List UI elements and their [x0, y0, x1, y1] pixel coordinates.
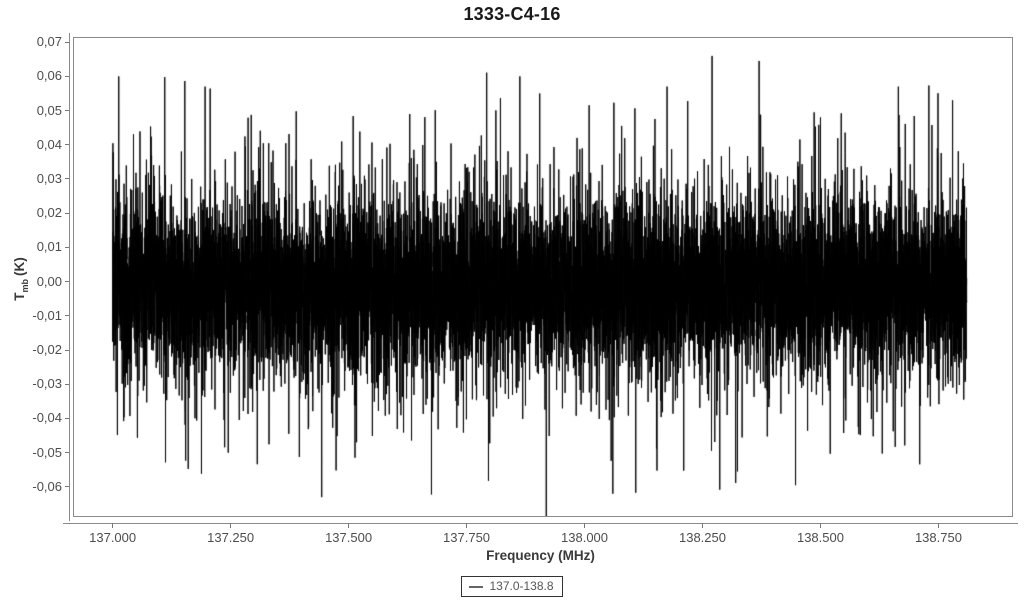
- x-tick-label: 137.750: [443, 530, 491, 545]
- y-tick-mark: [65, 349, 69, 351]
- x-tick-label: 138.000: [561, 530, 609, 545]
- y-tick-mark: [65, 110, 69, 112]
- y-axis-title-symbol: T: [12, 292, 28, 301]
- y-tick-mark: [65, 383, 69, 385]
- chart-title: 1333-C4-16: [463, 4, 561, 24]
- y-tick-label: -0,04: [32, 410, 62, 426]
- y-axis-title-unit: (K): [12, 257, 28, 276]
- y-tick-label: 0,01: [36, 239, 62, 255]
- legend-line-sample: [469, 585, 484, 588]
- y-tick-mark: [65, 281, 69, 283]
- x-tick-mark: [819, 523, 821, 528]
- y-tick-mark: [65, 212, 69, 214]
- x-axis-title: Frequency (MHz): [486, 548, 595, 563]
- x-tick-mark: [937, 523, 939, 528]
- x-tick-label: 138.250: [678, 530, 726, 545]
- x-axis-line: [63, 523, 1018, 524]
- legend: 137.0-138.8: [0, 576, 1024, 597]
- x-tick-mark: [466, 523, 468, 528]
- y-tick-label: -0,03: [32, 376, 62, 392]
- y-tick-label: 0,00: [36, 273, 62, 289]
- y-tick-mark: [65, 486, 69, 488]
- y-tick-label: 0,07: [36, 34, 62, 50]
- y-tick-label: 0,03: [36, 170, 62, 186]
- x-tick-mark: [584, 523, 586, 528]
- y-tick-label: -0,01: [32, 307, 62, 323]
- legend-box: 137.0-138.8: [461, 576, 563, 597]
- y-tick-mark: [65, 417, 69, 419]
- legend-label: 137.0-138.8: [489, 579, 554, 593]
- y-tick-mark: [65, 452, 69, 454]
- x-tick-label: 138.750: [914, 530, 962, 545]
- y-axis-line: [69, 33, 70, 521]
- y-tick-mark: [65, 41, 69, 43]
- x-tick-label: 137.500: [325, 530, 373, 545]
- y-tick-mark: [65, 144, 69, 146]
- y-tick-mark: [65, 315, 69, 317]
- y-tick-label: 0,06: [36, 68, 62, 84]
- y-tick-label: 0,02: [36, 205, 62, 221]
- x-tick-mark: [701, 523, 703, 528]
- y-tick-label: -0,05: [32, 444, 62, 460]
- y-tick-label: 0,05: [36, 102, 62, 118]
- y-tick-mark: [65, 246, 69, 248]
- x-tick-mark: [230, 523, 232, 528]
- signal-trace-canvas: [74, 38, 1012, 516]
- y-tick-label: -0,06: [32, 478, 62, 494]
- x-tick-mark: [348, 523, 350, 528]
- y-tick-mark: [65, 178, 69, 180]
- y-tick-label: 0,04: [36, 136, 62, 152]
- y-tick-mark: [65, 75, 69, 77]
- x-tick-label: 137.000: [89, 530, 137, 545]
- x-tick-label: 137.250: [207, 530, 255, 545]
- x-tick-mark: [112, 523, 114, 528]
- y-tick-label: -0,02: [32, 342, 62, 358]
- x-tick-label: 138.500: [796, 530, 844, 545]
